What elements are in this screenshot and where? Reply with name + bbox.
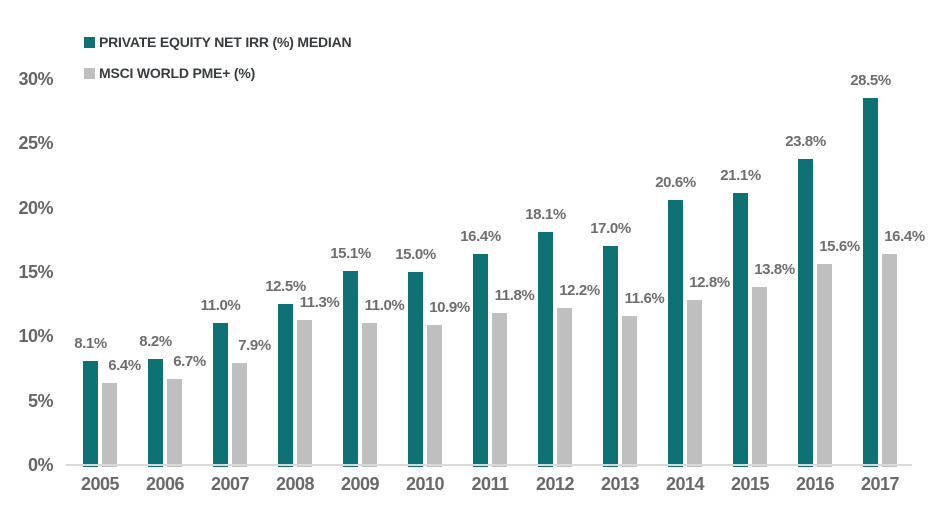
legend-swatch-gray-icon: [84, 67, 95, 79]
y-tick-label: 0%: [27, 455, 54, 475]
bar-msci-world: [752, 287, 767, 467]
bar-private-equity: [733, 193, 748, 467]
bar-value-label-msci-world: 7.9%: [238, 337, 271, 355]
bar-value-label-private-equity: 8.2%: [139, 333, 172, 351]
bar-group-2011: 16.4% 11.8% 2011: [460, 0, 535, 494]
bar-msci-world: [557, 308, 572, 467]
x-tick-label: 2007: [210, 474, 250, 494]
bar-private-equity: [213, 323, 228, 467]
x-tick-label: 2017: [860, 474, 900, 494]
bar-value-label-msci-world: 11.6%: [624, 289, 665, 307]
bar-private-equity: [798, 158, 813, 467]
bar-value-label-msci-world: 12.8%: [689, 274, 730, 292]
bar-group-2006: 8.2% 6.7% 2006: [139, 0, 206, 494]
bar-value-label-private-equity: 18.1%: [525, 206, 566, 224]
x-axis-line: [66, 464, 912, 466]
bar-value-label-private-equity: 20.6%: [655, 173, 696, 191]
chart-legend: PRIVATE EQUITY NET IRR (%) MEDIAN MSCI W…: [84, 34, 352, 96]
x-tick-label: 2011: [471, 474, 509, 494]
bar-value-label-private-equity: 11.0%: [200, 297, 241, 315]
bar-group-2016: 23.8% 15.6% 2016: [785, 0, 860, 494]
bar-msci-world: [362, 323, 377, 467]
bar-group-2015: 21.1% 13.8% 2015: [720, 0, 795, 494]
bar-private-equity: [863, 98, 878, 467]
bar-value-label-msci-world: 11.3%: [299, 293, 340, 311]
bar-group-2013: 17.0% 11.6% 2013: [590, 0, 665, 494]
legend-label-private-equity: PRIVATE EQUITY NET IRR (%) MEDIAN: [99, 34, 352, 50]
bar-group-2017: 28.5% 16.4% 2017: [850, 0, 925, 494]
x-tick-label: 2016: [795, 474, 835, 494]
bar-msci-world: [167, 378, 182, 467]
bar-private-equity: [408, 271, 423, 467]
bar-msci-world: [687, 300, 702, 467]
bar-value-label-msci-world: 13.8%: [754, 261, 795, 279]
bar-private-equity: [343, 270, 358, 467]
bar-value-label-private-equity: 15.0%: [395, 245, 436, 263]
bar-value-label-private-equity: 12.5%: [265, 278, 306, 296]
bar-private-equity: [473, 253, 488, 467]
bar-value-label-msci-world: 12.2%: [559, 282, 600, 299]
bar-value-label-msci-world: 10.9%: [429, 298, 470, 316]
bar-value-label-private-equity: 17.0%: [590, 220, 631, 238]
y-tick-label: 25%: [18, 133, 53, 154]
y-tick-label: 5%: [27, 390, 54, 411]
bar-private-equity: [538, 232, 553, 467]
bar-group-2007: 11.0% 7.9% 2007: [201, 0, 272, 494]
bar-msci-world: [622, 315, 637, 467]
bar-group-2014: 20.6% 12.8% 2014: [655, 0, 730, 494]
bar-value-label-msci-world: 6.4%: [108, 356, 141, 374]
y-tick-label: 15%: [18, 261, 53, 282]
bar-value-label-private-equity: 21.1%: [720, 167, 761, 185]
y-axis: 0% 5% 10% 15% 20% 25% 30%: [0, 0, 56, 512]
bar-value-label-private-equity: 23.8%: [785, 132, 826, 150]
bar-private-equity: [83, 360, 98, 467]
x-tick-label: 2015: [730, 474, 770, 494]
x-tick-label: 2014: [665, 474, 705, 494]
bar-value-label-private-equity: 8.1%: [74, 334, 107, 352]
bar-msci-world: [102, 382, 117, 467]
bar-group-2009: 15.1% 11.0% 2009: [330, 0, 405, 494]
bar-group-2010: 15.0% 10.9% 2010: [395, 0, 470, 494]
x-tick-label: 2008: [275, 474, 315, 494]
legend-swatch-teal-icon: [84, 36, 95, 48]
plot-area: 8.1% 6.4% 2005 8.2% 6.7% 2006 11.0% 7.9% 2007 12.…: [66, 0, 925, 512]
bar-private-equity: [148, 359, 163, 467]
x-tick-label: 2013: [600, 474, 640, 494]
x-tick-label: 2006: [145, 474, 185, 494]
bar-msci-world: [297, 319, 312, 467]
bar-value-label-msci-world: 6.7%: [173, 352, 206, 370]
bar-value-label-private-equity: 16.4%: [460, 227, 501, 245]
x-tick-label: 2009: [340, 474, 380, 494]
legend-label-msci-world: MSCI WORLD PME+ (%): [99, 65, 256, 81]
bar-value-label-msci-world: 16.4%: [884, 227, 925, 245]
x-tick-label: 2012: [535, 474, 575, 494]
x-tick-label: 2005: [80, 474, 120, 494]
bar-value-label-private-equity: 28.5%: [850, 72, 891, 90]
y-tick-label: 30%: [18, 68, 53, 89]
bar-group-2008: 12.5% 11.3% 2008: [265, 0, 340, 494]
y-tick-label: 10%: [18, 326, 53, 347]
bar-value-label-private-equity: 15.1%: [330, 244, 371, 262]
bar-msci-world: [492, 313, 507, 467]
bar-value-label-msci-world: 11.0%: [364, 297, 405, 315]
legend-item-msci-world: MSCI WORLD PME+ (%): [84, 65, 351, 81]
x-tick-label: 2010: [405, 474, 445, 494]
bar-msci-world: [882, 253, 897, 467]
bar-private-equity: [668, 199, 683, 467]
bar-msci-world: [817, 264, 832, 467]
bar-msci-world: [427, 324, 442, 467]
legend-item-private-equity: PRIVATE EQUITY NET IRR (%) MEDIAN: [84, 34, 352, 50]
bar-private-equity: [278, 304, 293, 467]
bar-private-equity: [603, 246, 618, 467]
bar-value-label-msci-world: 15.6%: [819, 238, 860, 256]
bar-value-label-msci-world: 11.8%: [494, 287, 535, 305]
y-tick-label: 20%: [18, 197, 53, 218]
bar-group-2005: 8.1% 6.4% 2005: [74, 0, 141, 494]
bar-group-2012: 18.1% 12.2% 2012: [525, 0, 600, 494]
bar-msci-world: [232, 363, 247, 467]
